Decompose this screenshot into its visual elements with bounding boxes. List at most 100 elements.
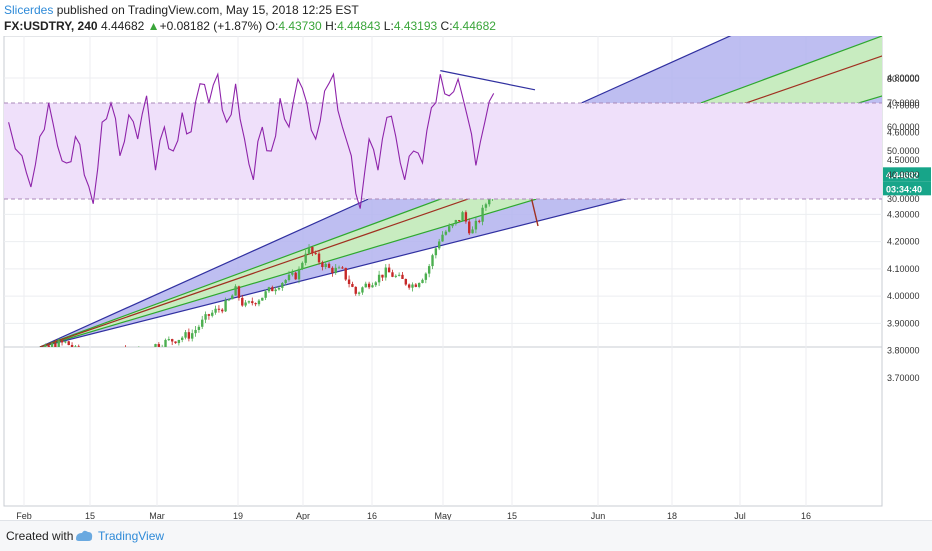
candle-body	[341, 267, 344, 269]
candle-body	[174, 341, 177, 344]
candle-body	[464, 212, 468, 222]
candle-body	[70, 345, 74, 347]
candle-body	[237, 286, 241, 298]
candle-body	[351, 283, 354, 287]
price-tick-label: 4.70000	[887, 100, 920, 110]
price-tick-label: 3.70000	[887, 373, 920, 383]
candle-body	[484, 204, 488, 208]
change-arrow-icon: ▲	[147, 19, 160, 33]
price-tick-label: 4.80000	[887, 73, 920, 83]
x-tick-label: May	[434, 511, 452, 520]
x-tick-label: Apr	[296, 511, 310, 520]
candle-body	[401, 274, 404, 279]
created-with-text: Created with	[6, 529, 74, 543]
candle-body	[364, 283, 367, 288]
candle-body	[221, 309, 224, 312]
chart-canvas[interactable]: Feb 15 Mar 19 Apr 16 May 15 Jun 18 Jul 16 3.70000 3.8…	[0, 36, 932, 520]
candle-body	[347, 279, 351, 284]
candle-body	[191, 333, 194, 339]
candle-body	[287, 274, 291, 281]
candle-body	[314, 253, 317, 255]
candle-body	[50, 343, 54, 347]
candle-body	[324, 263, 327, 268]
candle-body	[54, 343, 57, 347]
candle-body	[264, 291, 267, 298]
candle-body	[74, 346, 77, 347]
candle-body	[448, 226, 451, 232]
candle-body	[47, 345, 50, 347]
candle-body	[321, 262, 324, 268]
price-tick-label: 4.00000	[887, 291, 920, 301]
candle-body	[67, 341, 70, 346]
candle-body	[481, 207, 484, 222]
x-tick-label: Feb	[16, 511, 32, 520]
candle-body	[327, 263, 331, 268]
rsi-tick-label: 40.0000	[887, 170, 920, 180]
candle-body	[297, 268, 301, 280]
price-change: +0.08182 (+1.87%)	[159, 19, 263, 33]
rsi-tick-label: 60.0000	[887, 122, 920, 132]
candle-body	[404, 278, 408, 285]
candle-body	[411, 284, 414, 288]
rsi-tick-label: 30.0000	[887, 194, 920, 204]
chart-header: Slicerdes published on TradingView.com, …	[4, 2, 924, 34]
candle-body	[194, 329, 197, 334]
candle-body	[478, 220, 481, 222]
candle-body	[231, 295, 234, 300]
candle-body	[64, 341, 67, 343]
candle-body	[204, 314, 207, 320]
tradingview-logo-icon	[76, 530, 93, 541]
candle-body	[294, 272, 297, 280]
candle-body	[227, 299, 231, 301]
candle-body	[367, 283, 371, 288]
candle-body	[271, 287, 274, 292]
price-tick-label: 4.10000	[887, 264, 920, 274]
candle-body	[461, 212, 464, 221]
candle-body	[234, 286, 237, 296]
candle-body	[267, 287, 271, 292]
price-tick-label: 4.30000	[887, 209, 920, 219]
last-price: 4.44682	[100, 19, 145, 33]
candle-body	[387, 267, 391, 273]
close-value: 4.44682	[452, 19, 496, 33]
current-price-label: 4.44682	[886, 170, 919, 180]
rsi-band	[4, 103, 882, 199]
candle-body	[301, 262, 304, 269]
candle-body	[317, 253, 321, 263]
rsi-tick-label: 80.0000	[887, 74, 920, 84]
candle-body	[371, 285, 374, 288]
candle-body	[77, 346, 80, 347]
x-tick-label: 19	[233, 511, 243, 520]
candle-body	[181, 337, 184, 340]
countdown-tag	[883, 181, 931, 196]
candle-body	[471, 229, 474, 234]
candle-body	[488, 198, 491, 205]
high-value: 4.44843	[337, 19, 381, 33]
candle-body	[164, 339, 167, 347]
author-link[interactable]: Slicerdes	[4, 3, 54, 17]
candle-body	[414, 284, 418, 287]
x-tick-label: Jun	[591, 511, 606, 520]
price-tick-label: 4.60000	[887, 128, 920, 138]
candle-body	[224, 300, 227, 312]
candle-body	[468, 221, 471, 234]
high-label: H:	[325, 19, 338, 33]
candle-body	[384, 267, 387, 278]
candle-body	[217, 308, 221, 310]
candle-body	[187, 332, 191, 339]
candle-body	[257, 300, 261, 305]
candle-body	[214, 308, 217, 313]
x-tick-label: 16	[367, 511, 377, 520]
x-tick-label: 15	[85, 511, 95, 520]
x-tick-label: 16	[801, 511, 811, 520]
candle-body	[377, 274, 381, 283]
candle-body	[197, 326, 201, 330]
candle-body	[284, 280, 287, 283]
candle-body	[444, 231, 448, 235]
candle-body	[277, 287, 281, 290]
candle-body	[241, 297, 244, 306]
x-tick-label: 18	[667, 511, 677, 520]
candle-body	[244, 302, 247, 306]
tradingview-brand[interactable]: TradingView	[98, 529, 165, 543]
price-tick-label: 4.20000	[887, 237, 920, 247]
